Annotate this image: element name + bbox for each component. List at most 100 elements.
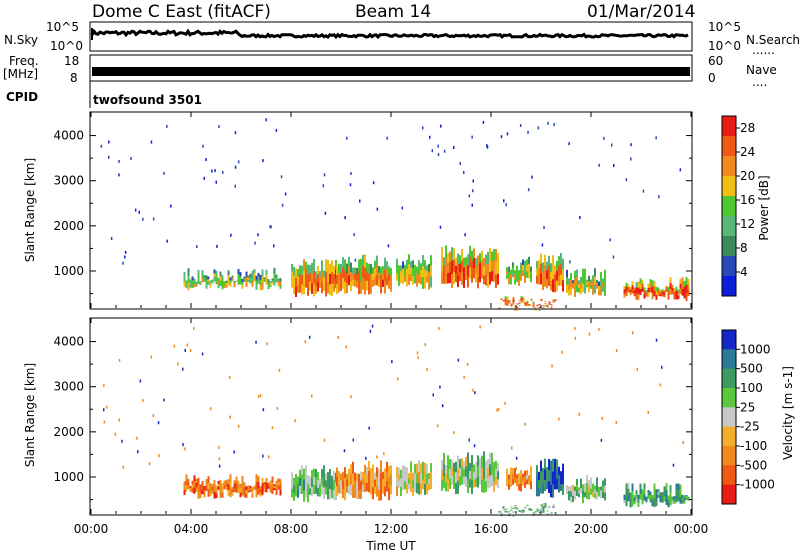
colorbar-segment xyxy=(722,388,736,408)
echo-cell xyxy=(293,485,295,494)
echo-cell xyxy=(685,284,688,294)
echo-cell xyxy=(267,285,270,290)
echo-cell xyxy=(354,267,356,275)
echo-cell xyxy=(471,250,473,262)
echo-cell xyxy=(645,294,648,297)
echo-cell xyxy=(412,260,414,269)
echo-cell xyxy=(358,482,360,491)
echo-cell xyxy=(504,302,507,306)
echo-cell xyxy=(307,264,309,276)
echo-cell xyxy=(299,485,301,495)
freq-panel: Freq. [MHz] Nave .... 18 8 60 0 xyxy=(3,54,777,89)
echo-cell xyxy=(382,266,384,274)
echo-cell xyxy=(309,482,311,489)
echo-cell xyxy=(495,460,497,470)
echo-cell xyxy=(596,282,598,286)
echo-cell xyxy=(637,494,640,500)
echo-cell xyxy=(467,276,469,288)
echo-speck xyxy=(163,171,165,175)
time-axis: 00:00 04:00 08:00 12:00 16:00 20:00 00:00 xyxy=(74,112,708,536)
echo-cell xyxy=(380,486,382,501)
echo-cell xyxy=(331,475,333,484)
echo-cell xyxy=(441,460,443,471)
echo-cell xyxy=(364,482,366,492)
colorbar-segment xyxy=(722,446,736,466)
echo-cell xyxy=(203,493,206,498)
echo-cell xyxy=(453,471,455,481)
echo-cell xyxy=(459,272,461,282)
echo-cell xyxy=(590,279,592,283)
echo-cell xyxy=(530,271,532,278)
echo-cell xyxy=(338,273,340,284)
echo-cell xyxy=(685,277,688,286)
echo-cell xyxy=(627,482,630,490)
echo-cell xyxy=(348,256,350,267)
echo-cell xyxy=(497,263,499,275)
echo-cell xyxy=(554,300,557,301)
echo-cell xyxy=(550,512,553,514)
echo-cell xyxy=(195,483,198,488)
echo-cell xyxy=(687,497,690,500)
echo-cell xyxy=(465,476,467,487)
echo-cell xyxy=(370,485,372,495)
echo-cell xyxy=(301,275,303,286)
echo-cell xyxy=(584,276,586,286)
echo-cell xyxy=(331,272,333,285)
echo-cell xyxy=(653,498,656,508)
echo-speck xyxy=(658,195,660,199)
echo-cell xyxy=(487,478,489,488)
echo-cell xyxy=(261,477,264,484)
echo-cell xyxy=(245,486,248,491)
echo-cell xyxy=(201,485,204,490)
echo-cell xyxy=(570,486,572,492)
echo-cell xyxy=(215,489,218,495)
echo-speck xyxy=(201,352,204,356)
echo-cell xyxy=(406,259,408,269)
echo-cell xyxy=(506,480,508,487)
echo-cell xyxy=(183,281,186,287)
echo-speck xyxy=(553,123,555,126)
echo-cell xyxy=(418,275,420,284)
echo-speck xyxy=(472,189,474,193)
echo-cell xyxy=(233,284,236,288)
echo-cell xyxy=(514,307,517,309)
echo-cell xyxy=(639,283,642,290)
echo-speck xyxy=(118,358,121,362)
echo-speck xyxy=(266,342,268,346)
velocity-y-axis-label: Slant Range [km] xyxy=(23,363,37,467)
echo-cell xyxy=(441,480,443,491)
echo-speck xyxy=(468,194,471,198)
echo-cell xyxy=(418,267,420,276)
echo-cell xyxy=(522,264,524,271)
echo-cell xyxy=(271,278,274,281)
echo-cell xyxy=(428,272,430,282)
echo-cell xyxy=(506,302,509,306)
echo-cell xyxy=(592,275,594,283)
echo-speck xyxy=(103,408,105,412)
echo-speck xyxy=(254,241,256,245)
echo-cell xyxy=(655,494,658,501)
echo-cell xyxy=(514,309,517,311)
echo-cell xyxy=(455,257,457,267)
echo-cell xyxy=(675,495,678,503)
echo-cell xyxy=(249,276,252,281)
echo-speck xyxy=(679,168,682,172)
echo-cell xyxy=(319,484,321,491)
echo-cell xyxy=(412,472,414,481)
echo-cell xyxy=(390,275,392,284)
echo-cell xyxy=(221,487,224,493)
echo-cell xyxy=(572,484,574,491)
echo-cell xyxy=(556,469,558,480)
echo-cell xyxy=(209,282,212,286)
echo-cell xyxy=(532,513,535,515)
echo-cell xyxy=(443,265,445,275)
power-y-axis-label: Slant Range [km] xyxy=(23,158,37,262)
echo-cell xyxy=(498,511,501,513)
echo-cell xyxy=(477,277,479,289)
echo-cell xyxy=(520,483,522,492)
echo-cell xyxy=(554,512,557,513)
echo-cell xyxy=(303,270,305,283)
echo-cell xyxy=(665,497,668,505)
echo-cell xyxy=(493,270,495,282)
echo-cell xyxy=(273,484,276,487)
